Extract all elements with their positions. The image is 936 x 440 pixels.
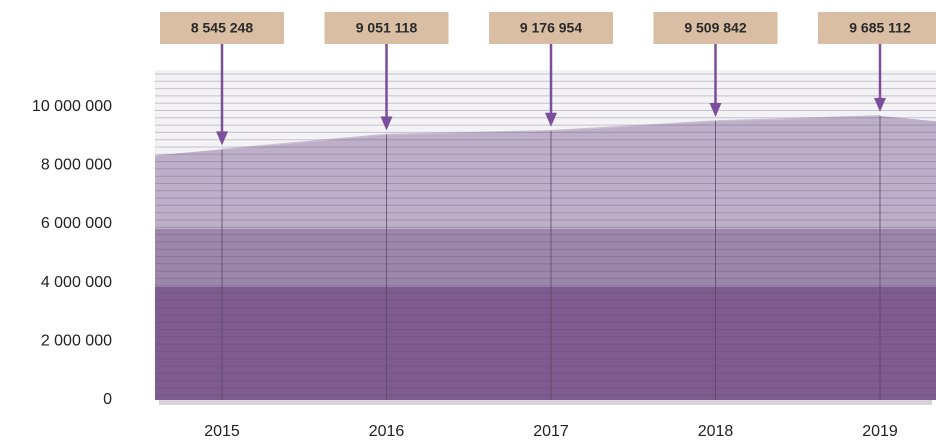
y-tick-label: 8 000 000 <box>41 157 112 174</box>
area <box>155 115 936 400</box>
value-label-box <box>818 12 936 44</box>
value-label: 9 051 118 <box>356 20 418 36</box>
arrow-head <box>545 112 557 127</box>
x-tick-label: 2018 <box>698 423 734 440</box>
x-tick-label: 2019 <box>862 423 898 440</box>
arrow-head <box>709 103 722 118</box>
arrow-head <box>874 97 886 112</box>
plot-shadow <box>159 400 932 405</box>
area-band-dark <box>155 287 936 400</box>
value-label: 9 509 842 <box>684 20 746 36</box>
value-label: 9 685 112 <box>849 20 911 36</box>
y-tick-label: 6 000 000 <box>41 215 112 232</box>
value-label-box <box>324 12 449 44</box>
x-tick-label: 2017 <box>533 423 569 440</box>
value-label: 9 176 954 <box>520 20 582 36</box>
x-tick-label: 2015 <box>204 423 240 440</box>
arrow-head <box>380 116 393 131</box>
y-tick-label: 2 000 000 <box>41 333 112 350</box>
value-label-box <box>489 12 613 44</box>
arrow-head <box>216 131 228 146</box>
x-tick-label: 2016 <box>369 423 405 440</box>
y-tick-label: 0 <box>103 391 112 408</box>
value-label-box <box>160 12 284 44</box>
value-label-box <box>653 12 778 44</box>
y-tick-label: 10 000 000 <box>32 98 112 115</box>
value-label: 8 545 248 <box>191 20 253 36</box>
y-tick-label: 4 000 000 <box>41 274 112 291</box>
